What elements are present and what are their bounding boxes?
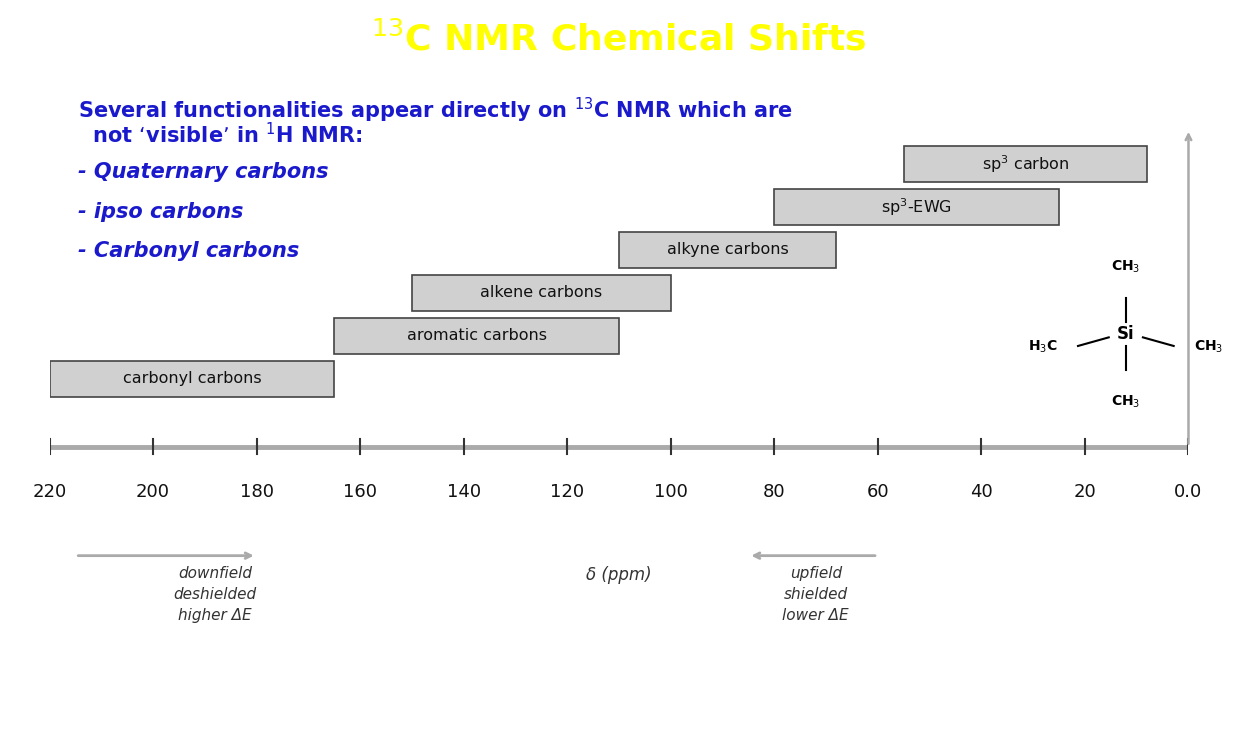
Text: Si: Si bbox=[1117, 325, 1135, 343]
Text: 0.0: 0.0 bbox=[1175, 483, 1202, 501]
Text: 120: 120 bbox=[550, 483, 584, 501]
Text: Several functionalities appear directly on $^{13}$C NMR which are: Several functionalities appear directly … bbox=[78, 96, 792, 125]
Text: alkyne carbons: alkyne carbons bbox=[667, 242, 789, 257]
Text: 140: 140 bbox=[447, 483, 480, 501]
Bar bbox=[774, 188, 1058, 225]
Text: sp$^3$-EWG: sp$^3$-EWG bbox=[881, 196, 952, 218]
Text: $^{13}$C NMR Chemical Shifts: $^{13}$C NMR Chemical Shifts bbox=[371, 22, 867, 57]
Text: - ipso carbons: - ipso carbons bbox=[78, 202, 244, 222]
Text: 80: 80 bbox=[763, 483, 786, 501]
Text: sp$^3$ carbon: sp$^3$ carbon bbox=[982, 153, 1070, 175]
Text: δ (ppm): δ (ppm) bbox=[586, 565, 652, 584]
Text: 20: 20 bbox=[1073, 483, 1097, 501]
Text: upfield
shielded
lower ΔE: upfield shielded lower ΔE bbox=[782, 565, 849, 623]
Bar bbox=[619, 231, 837, 268]
Text: alkene carbons: alkene carbons bbox=[480, 285, 603, 300]
Text: 40: 40 bbox=[971, 483, 993, 501]
Text: aromatic carbons: aromatic carbons bbox=[406, 328, 547, 343]
Text: CH$_3$: CH$_3$ bbox=[1112, 394, 1140, 410]
Bar bbox=[334, 318, 619, 354]
Text: carbonyl carbons: carbonyl carbons bbox=[123, 371, 261, 386]
Text: 160: 160 bbox=[343, 483, 378, 501]
Text: downfield
deshielded
higher ΔE: downfield deshielded higher ΔE bbox=[173, 565, 256, 623]
Bar bbox=[904, 145, 1148, 182]
Text: 220: 220 bbox=[32, 483, 67, 501]
Text: CH$_3$: CH$_3$ bbox=[1112, 258, 1140, 274]
Text: not ‘visible’ in $^{1}$H NMR:: not ‘visible’ in $^{1}$H NMR: bbox=[78, 122, 363, 147]
Text: - Quaternary carbons: - Quaternary carbons bbox=[78, 162, 328, 182]
Text: - Carbonyl carbons: - Carbonyl carbons bbox=[78, 241, 300, 262]
Bar bbox=[50, 361, 334, 397]
Text: H$_3$C: H$_3$C bbox=[1028, 339, 1057, 355]
Text: CH$_3$: CH$_3$ bbox=[1195, 339, 1223, 355]
Bar bbox=[412, 274, 671, 311]
Text: 180: 180 bbox=[240, 483, 274, 501]
Text: 100: 100 bbox=[654, 483, 687, 501]
Text: 200: 200 bbox=[136, 483, 170, 501]
Text: 60: 60 bbox=[867, 483, 889, 501]
